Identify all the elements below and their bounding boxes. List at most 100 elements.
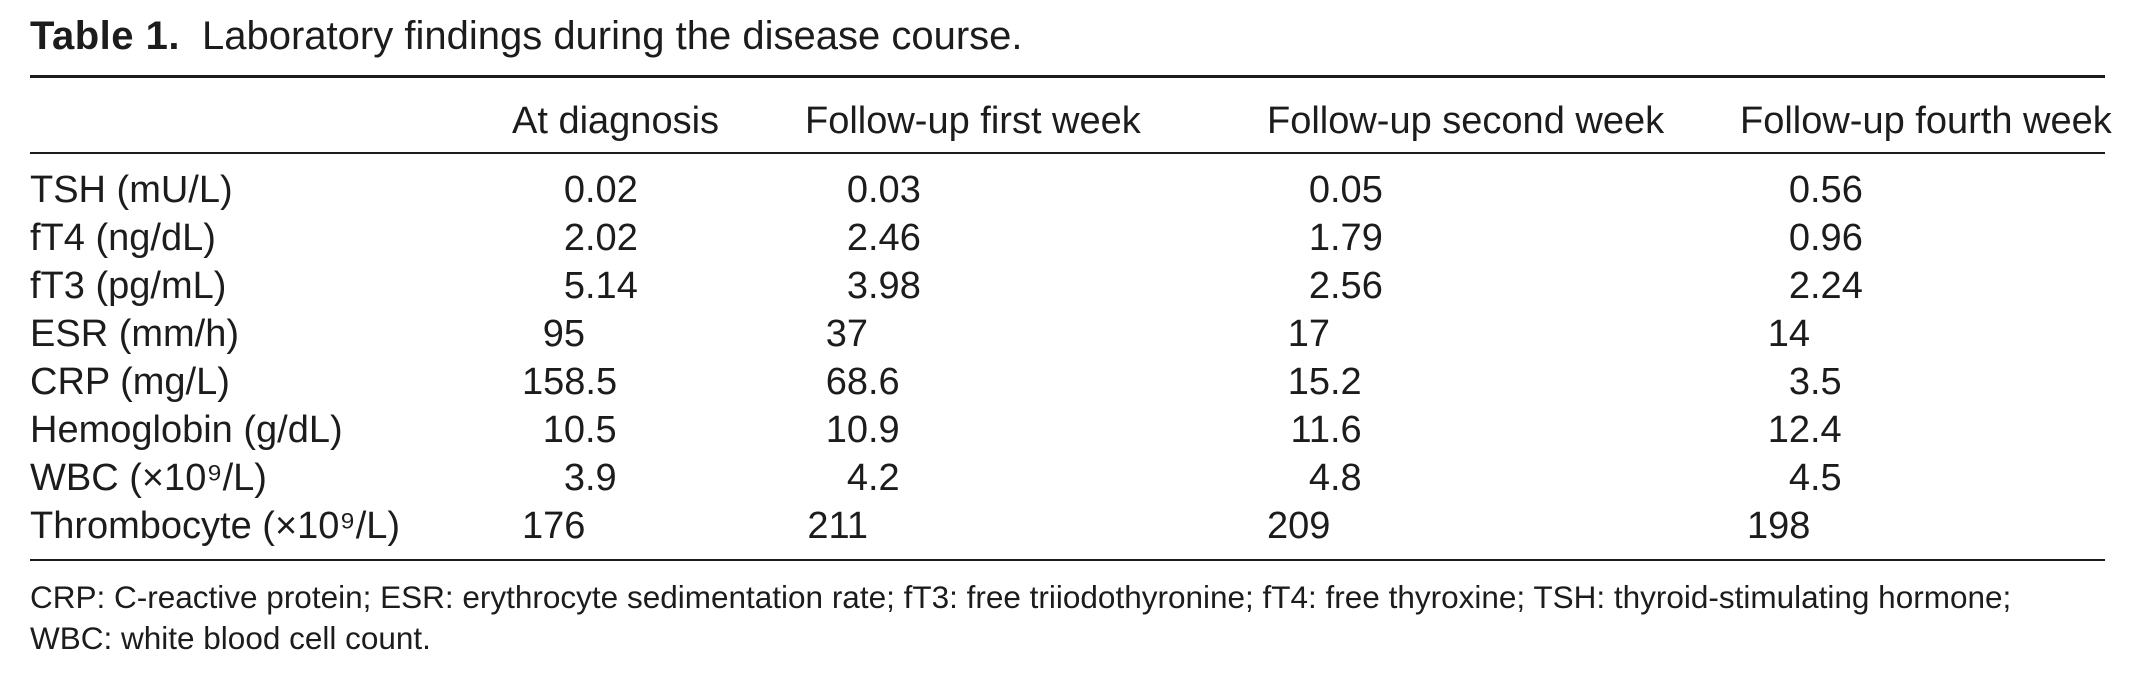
value-integer-part: 2 xyxy=(1308,264,1330,307)
value-integer-part: 5 xyxy=(563,264,585,307)
value-cell: 0.56 xyxy=(1740,169,2105,212)
value-integer-part: 3 xyxy=(1788,360,1810,403)
value-integer-part: 176 xyxy=(522,504,586,547)
value-integer-part: 14 xyxy=(1767,312,1810,355)
table-caption: Table 1. Laboratory findings during the d… xyxy=(30,14,1023,58)
table-caption-text: Laboratory findings during the disease c… xyxy=(201,14,1023,58)
value-cell: 95 xyxy=(512,313,805,356)
header-cell-first-week: Follow-up first week xyxy=(805,100,1141,142)
value-integer-part: 211 xyxy=(807,504,868,547)
value-cell: 2.02 xyxy=(512,217,805,260)
row-label: fT3 (pg/mL) xyxy=(30,264,227,307)
value-fraction-part: .96 xyxy=(1810,216,1863,259)
value-cell: 2.56 xyxy=(1267,265,1740,308)
header-cell-empty xyxy=(30,143,512,152)
table-caption-label: Table 1. xyxy=(30,14,180,58)
value-cell: 2.46 xyxy=(805,217,1267,260)
value-cell: 11.6 xyxy=(1267,409,1740,452)
value-integer-part: 2 xyxy=(846,216,868,259)
value-integer-part: 4 xyxy=(1788,456,1810,499)
value-integer-part: 11 xyxy=(1290,408,1330,451)
value-fraction-part: .5 xyxy=(585,408,617,451)
header-cell-at-diagnosis: At diagnosis xyxy=(512,100,720,142)
table-row: CRP (mg/L) 158.5 68.6 15.2 3.5 xyxy=(30,358,2105,406)
value-integer-part: 0 xyxy=(1788,168,1810,211)
value-fraction-part: .8 xyxy=(1330,456,1362,499)
value-integer-part: 37 xyxy=(825,312,868,355)
value-integer-part: 158 xyxy=(522,360,586,403)
value-integer-part: 17 xyxy=(1287,312,1330,355)
value-fraction-part: .5 xyxy=(1810,456,1842,499)
value-cell: 14 xyxy=(1740,313,2105,356)
value-cell: 0.02 xyxy=(512,169,805,212)
table-header-row: At diagnosis Follow-up first week Follow… xyxy=(30,75,2112,154)
value-integer-part: 4 xyxy=(846,456,868,499)
value-fraction-part: .02 xyxy=(585,168,638,211)
value-fraction-part: .24 xyxy=(1810,264,1863,307)
value-integer-part: 0 xyxy=(846,168,868,211)
value-cell: 0.96 xyxy=(1740,217,2105,260)
value-cell: 158.5 xyxy=(512,361,805,404)
value-fraction-part: .05 xyxy=(1330,168,1383,211)
value-integer-part: 209 xyxy=(1267,504,1331,547)
value-integer-part: 68 xyxy=(825,360,868,403)
value-integer-part: 0 xyxy=(563,168,585,211)
value-fraction-part: .2 xyxy=(868,456,900,499)
value-fraction-part: .03 xyxy=(868,168,921,211)
value-integer-part: 3 xyxy=(846,264,868,307)
value-cell: 37 xyxy=(805,313,1267,356)
value-cell: 4.8 xyxy=(1267,457,1740,500)
value-cell: 68.6 xyxy=(805,361,1267,404)
value-integer-part: 2 xyxy=(1788,264,1810,307)
row-label: ESR (mm/h) xyxy=(30,312,239,355)
value-integer-part: 15 xyxy=(1287,360,1330,403)
value-integer-part: 2 xyxy=(563,216,585,259)
value-integer-part: 10 xyxy=(825,408,868,451)
value-cell: 10.9 xyxy=(805,409,1267,452)
value-fraction-part: .56 xyxy=(1330,264,1383,307)
value-integer-part: 12 xyxy=(1767,408,1810,451)
table-row: TSH (mU/L) 0.02 0.03 0.05 0.56 xyxy=(30,166,2105,214)
table-row: WBC (×10⁹/L) 3.9 4.2 4.8 4.5 xyxy=(30,454,2105,502)
value-cell: 209 xyxy=(1267,505,1740,548)
value-fraction-part: .98 xyxy=(868,264,921,307)
value-fraction-part: .9 xyxy=(868,408,900,451)
value-integer-part: 10 xyxy=(542,408,585,451)
value-cell: 4.2 xyxy=(805,457,1267,500)
value-fraction-part: .9 xyxy=(585,456,617,499)
value-fraction-part: .14 xyxy=(585,264,638,307)
lab-findings-table: At diagnosis Follow-up first week Follow… xyxy=(30,75,2112,561)
value-fraction-part: .46 xyxy=(868,216,921,259)
value-integer-part: 4 xyxy=(1308,456,1330,499)
value-cell: 5.14 xyxy=(512,265,805,308)
table-row: Hemoglobin (g/dL) 10.5 10.9 11.6 12.4 xyxy=(30,406,2105,454)
row-label: WBC (×10⁹/L) xyxy=(30,456,267,499)
value-fraction-part: .79 xyxy=(1330,216,1383,259)
value-fraction-part: .5 xyxy=(1810,360,1842,403)
table-row: ESR (mm/h) 95 37 17 14 xyxy=(30,310,2105,358)
table-body: TSH (mU/L) 0.02 0.03 0.05 0.56 fT4 (ng/d… xyxy=(30,154,2105,561)
table-row: fT3 (pg/mL) 5.14 3.98 2.56 2.24 xyxy=(30,262,2105,310)
footnote-line-1: CRP: C-reactive protein; ESR: erythrocyt… xyxy=(30,579,2012,615)
table-row: Thrombocyte (×10⁹/L) 176 211 209 198 xyxy=(30,502,2105,550)
value-fraction-part: .2 xyxy=(1330,360,1362,403)
value-cell: 0.03 xyxy=(805,169,1267,212)
value-cell: 17 xyxy=(1267,313,1740,356)
header-cell-second-week: Follow-up second week xyxy=(1267,100,1665,142)
value-integer-part: 0 xyxy=(1788,216,1810,259)
value-fraction-part: .56 xyxy=(1810,168,1863,211)
value-cell: 1.79 xyxy=(1267,217,1740,260)
row-label: Hemoglobin (g/dL) xyxy=(30,408,343,451)
value-cell: 10.5 xyxy=(512,409,805,452)
value-cell: 3.98 xyxy=(805,265,1267,308)
value-fraction-part: .5 xyxy=(585,360,618,403)
value-cell: 211 xyxy=(805,505,1267,548)
value-cell: 12.4 xyxy=(1740,409,2105,452)
value-cell: 3.9 xyxy=(512,457,805,500)
table-row: fT4 (ng/dL) 2.02 2.46 1.79 0.96 xyxy=(30,214,2105,262)
value-integer-part: 1 xyxy=(1308,216,1330,259)
value-fraction-part: .6 xyxy=(868,360,900,403)
value-cell: 4.5 xyxy=(1740,457,2105,500)
value-fraction-part: .02 xyxy=(585,216,638,259)
value-fraction-part: .6 xyxy=(1330,408,1362,451)
